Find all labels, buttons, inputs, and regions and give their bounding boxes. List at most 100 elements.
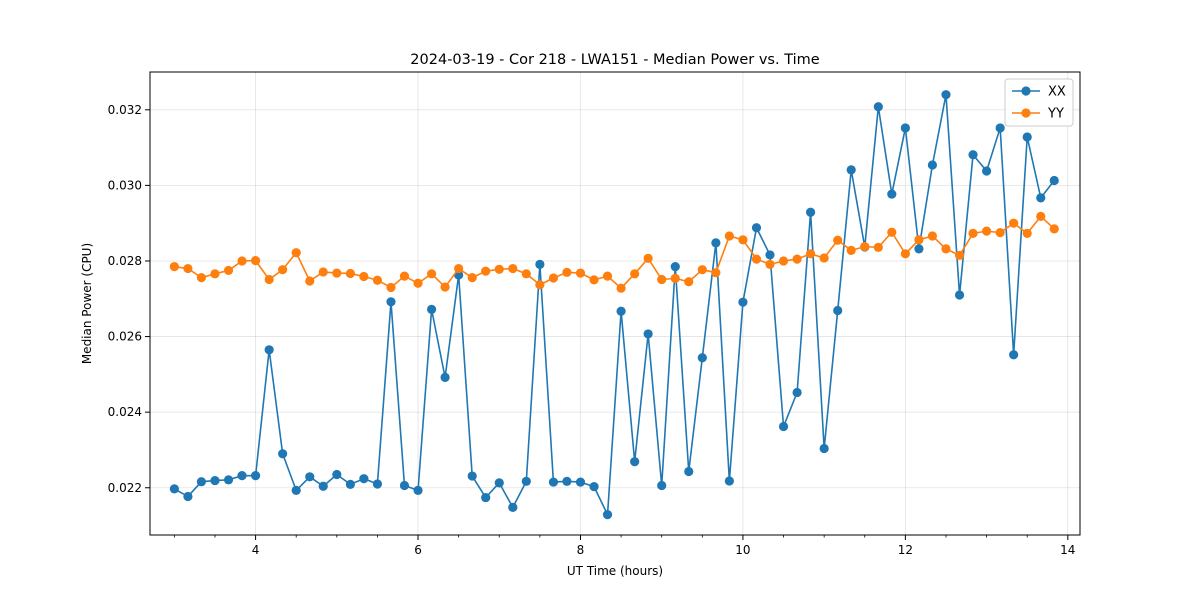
data-point-xx — [819, 443, 829, 454]
data-point-yy — [250, 256, 261, 266]
data-point-xx — [1009, 350, 1019, 360]
data-point-xx — [738, 297, 748, 307]
data-point-yy — [846, 245, 856, 255]
data-point-xx — [778, 421, 789, 432]
data-point-yy — [778, 256, 789, 266]
y-tick-label: 0.030 — [108, 178, 142, 192]
data-point-yy — [264, 274, 274, 285]
data-point-yy — [833, 235, 843, 245]
data-point-xx — [210, 475, 220, 486]
data-point-yy — [968, 228, 978, 238]
legend-marker-xx — [1021, 86, 1031, 96]
x-tick-label: 8 — [577, 543, 585, 557]
data-point-xx — [359, 474, 369, 484]
data-point-yy — [318, 267, 328, 277]
data-point-yy — [467, 273, 477, 283]
data-point-xx — [426, 304, 437, 314]
data-point-yy — [711, 268, 721, 278]
data-point-xx — [223, 475, 234, 485]
chart-title: 2024-03-19 - Cor 218 - LWA151 - Median P… — [410, 52, 819, 68]
data-point-yy — [372, 275, 383, 285]
data-point-yy — [657, 274, 667, 285]
data-point-yy — [237, 256, 247, 266]
data-point-xx — [589, 482, 599, 492]
data-point-yy — [1009, 218, 1019, 228]
data-point-yy — [900, 249, 910, 259]
data-point-yy — [183, 263, 193, 274]
series-xx — [169, 90, 1059, 520]
data-point-xx — [264, 345, 274, 355]
data-point-yy — [345, 268, 355, 279]
data-point-yy — [494, 264, 504, 274]
data-point-xx — [711, 238, 721, 248]
data-point-xx — [278, 449, 288, 459]
data-point-xx — [670, 262, 680, 272]
x-tick-label: 4 — [252, 543, 260, 557]
data-point-yy — [291, 248, 301, 258]
data-point-xx — [805, 207, 816, 217]
data-point-yy — [616, 283, 626, 293]
data-point-yy — [1049, 224, 1059, 234]
y-tick-label: 0.032 — [108, 103, 142, 117]
data-point-xx — [562, 476, 572, 486]
plot-frame — [149, 71, 1081, 536]
data-point-xx — [616, 306, 626, 316]
data-point-xx — [1022, 132, 1032, 142]
legend-label-xx: XX — [1048, 85, 1066, 100]
data-point-xx — [318, 481, 328, 491]
data-point-xx — [724, 476, 734, 486]
data-point-xx — [981, 166, 992, 176]
data-point-xx — [941, 90, 951, 100]
data-point-yy — [792, 254, 802, 264]
data-point-yy — [562, 267, 572, 277]
data-point-xx — [169, 484, 179, 494]
data-point-xx — [345, 479, 355, 489]
x-tick-label: 6 — [414, 543, 422, 557]
y-axis-label: Median Power (CPU) — [80, 243, 94, 364]
data-point-yy — [643, 253, 653, 263]
data-point-xx — [873, 102, 883, 112]
data-point-xx — [548, 477, 559, 487]
data-point-xx — [846, 165, 856, 175]
data-point-yy — [602, 271, 613, 281]
data-point-xx — [413, 485, 423, 496]
data-point-yy — [535, 280, 545, 290]
data-point-xx — [467, 471, 477, 481]
data-point-yy — [359, 271, 369, 282]
data-point-xx — [954, 290, 965, 300]
data-point-yy — [697, 265, 707, 275]
data-point-xx — [535, 259, 545, 269]
data-point-xx — [657, 480, 667, 491]
data-point-xx — [765, 250, 775, 260]
data-point-xx — [833, 305, 843, 316]
data-point-xx — [630, 457, 640, 467]
data-point-xx — [291, 485, 301, 496]
data-point-xx — [196, 477, 207, 487]
series-line-xx — [173, 93, 1055, 516]
y-tick-label: 0.022 — [108, 481, 142, 495]
data-point-yy — [508, 263, 518, 274]
data-point-xx — [494, 478, 504, 488]
grid-lines — [150, 72, 1080, 535]
series-layer — [169, 90, 1059, 520]
data-point-yy — [819, 253, 829, 263]
data-point-xx — [927, 160, 938, 170]
data-point-xx — [386, 297, 396, 307]
data-point-xx — [968, 150, 978, 160]
data-point-yy — [223, 265, 234, 276]
data-point-yy — [765, 259, 775, 269]
data-point-yy — [873, 242, 883, 252]
data-point-yy — [454, 263, 464, 274]
data-point-yy — [278, 265, 288, 275]
data-point-yy — [751, 254, 762, 264]
data-point-xx — [914, 244, 924, 254]
legend: XX YY — [1004, 78, 1074, 127]
data-point-xx — [887, 189, 897, 199]
data-point-xx — [900, 123, 910, 133]
data-point-yy — [995, 228, 1005, 238]
data-point-yy — [332, 268, 342, 278]
data-point-xx — [332, 469, 342, 480]
data-point-yy — [860, 242, 870, 252]
data-point-yy — [670, 273, 680, 283]
